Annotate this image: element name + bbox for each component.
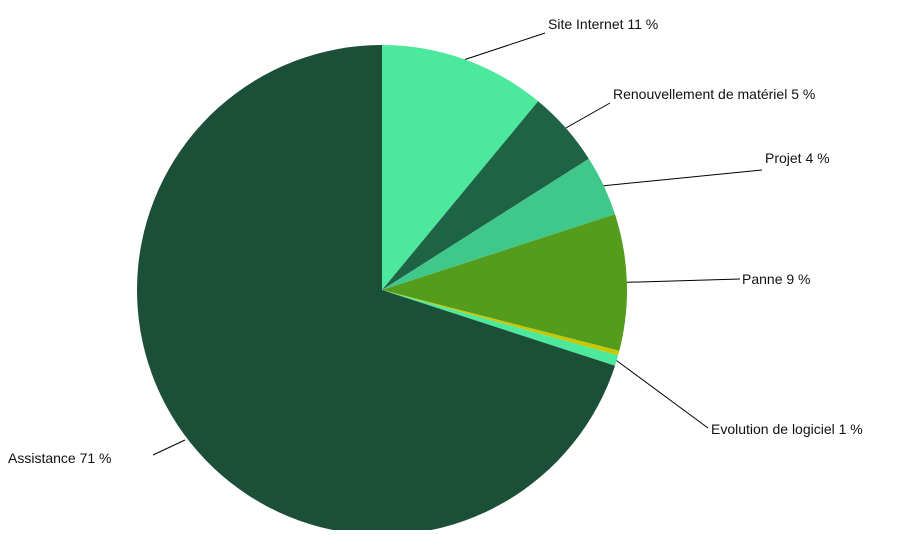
slice-label-evolution-de-logiciel: Evolution de logiciel 1 %	[711, 421, 863, 437]
slice-label-renouvellement-de-materiel: Renouvellement de matériel 5 %	[613, 86, 815, 102]
slices-layer	[137, 45, 627, 535]
pie-slice-sans-etiquette	[382, 290, 620, 356]
labels-layer: Site Internet 11 % Renouvellement de maté…	[8, 16, 863, 466]
leader-line-assistance	[152, 439, 186, 456]
pie-slice-renouvellement-de-materiel	[382, 101, 589, 290]
pie-slice-projet	[382, 158, 616, 290]
slice-label-panne: Panne 9 %	[742, 271, 811, 287]
slice-label-projet: Projet 4 %	[765, 150, 830, 166]
pie-slice-panne	[382, 214, 627, 351]
leader-lines-layer	[152, 32, 763, 456]
leader-line-site-internet	[464, 32, 546, 60]
slice-label-site-internet: Site Internet 11 %	[548, 16, 658, 32]
leader-line-projet	[603, 169, 763, 187]
leader-line-renouvellement-de-materiel	[565, 102, 611, 129]
leader-line-panne	[626, 278, 741, 283]
pie-slice-site-internet	[382, 45, 539, 290]
leader-line-evolution-de-logiciel	[616, 360, 709, 429]
slice-label-assistance: Assistance 71 %	[8, 450, 112, 466]
pie-slice-evolution-de-logiciel	[382, 290, 619, 366]
pie-slice-assistance	[137, 45, 616, 535]
